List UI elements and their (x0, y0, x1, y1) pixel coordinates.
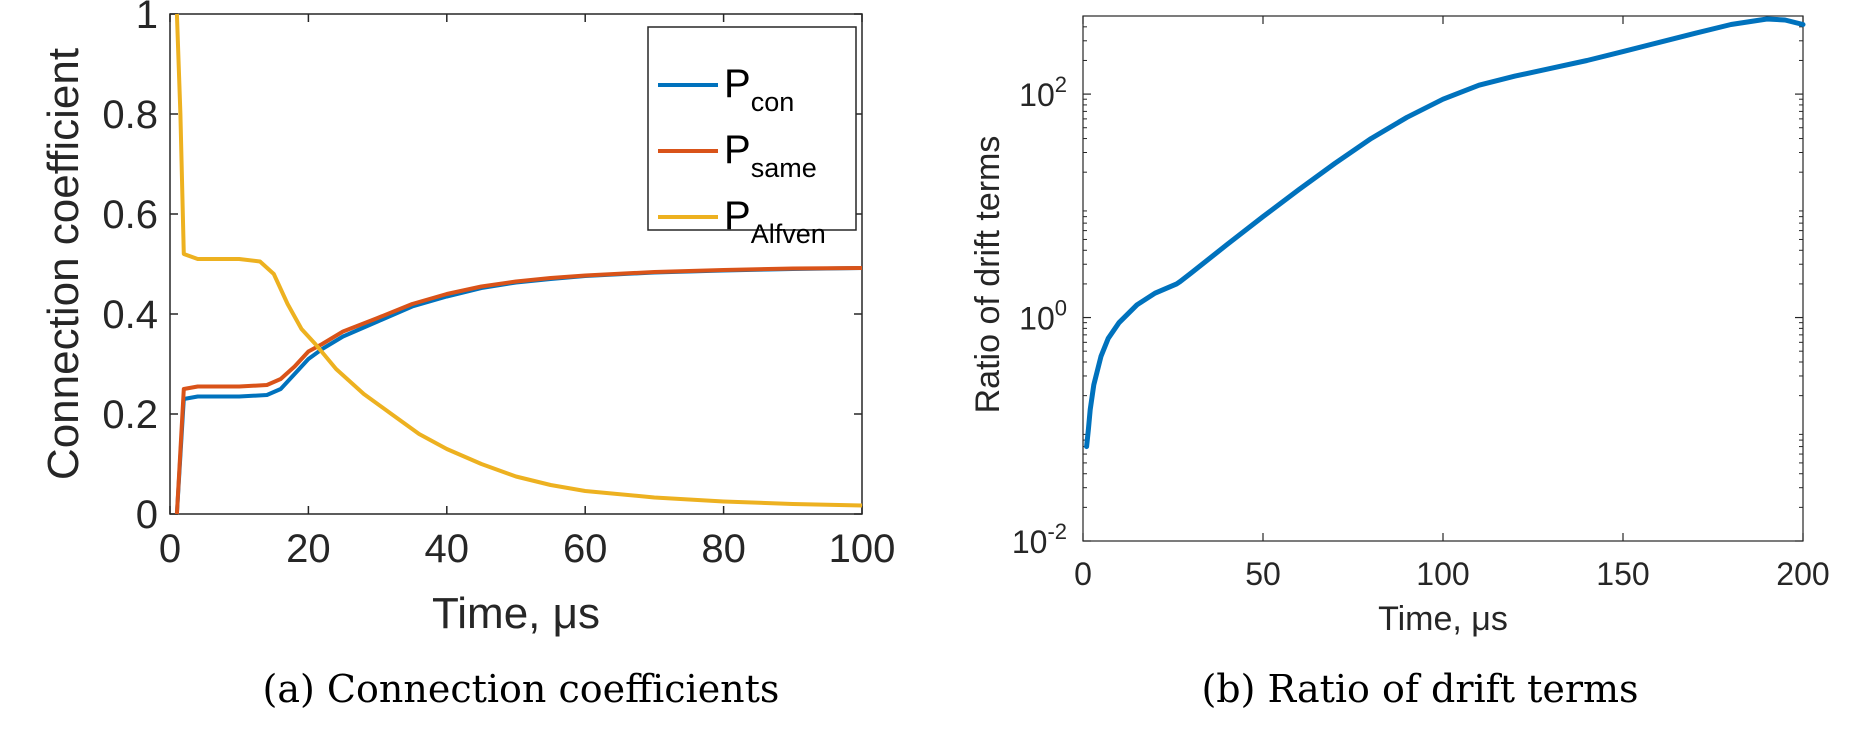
x-axis-label: Time, μs (1378, 600, 1508, 638)
plot-area-frame (1082, 15, 1804, 542)
x-tick-label: 150 (1596, 556, 1649, 592)
y-tick-label: 102 (1019, 72, 1067, 113)
y-tick-label: 100 (1019, 296, 1067, 337)
y-tick-label: 0.2 (102, 393, 158, 437)
y-tick-label: 0.8 (102, 93, 158, 137)
x-tick-label: 80 (701, 527, 746, 571)
y-tick-label: 1 (136, 0, 158, 37)
series-line-alfven (174, 13, 863, 508)
panel-a-connection-coefficients: 0 20 40 60 80 100 0 0.2 0.4 0.6 0.8 1 Time, μs Connec… (39, 0, 895, 711)
x-tick-label: 200 (1776, 556, 1829, 592)
y-tick-label: 0 (136, 493, 158, 537)
y-tick-label: 0.4 (102, 293, 158, 337)
series-line-ratio (1084, 16, 1806, 450)
x-tick-label: 0 (1074, 556, 1092, 592)
y-axis-label: Connection coefficient (39, 48, 88, 480)
x-tick-label: 0 (159, 527, 181, 571)
plot-area-frame (169, 13, 863, 515)
y-tick-label: 10-2 (1012, 519, 1067, 560)
x-tick-label: 50 (1245, 556, 1281, 592)
x-tick-label: 100 (1416, 556, 1469, 592)
panel-b-ratio-of-drift-terms: 0 50 100 150 200 10-2 100 102 Time, μs Ratio of d… (969, 15, 1830, 711)
legend-label-alfven: PAlfven (724, 194, 826, 249)
x-tick-label: 60 (563, 527, 608, 571)
x-axis-label: Time, μs (432, 589, 600, 638)
legend-box (647, 26, 857, 231)
caption: (b) Ratio of drift terms (1201, 667, 1638, 711)
x-tick-label: 100 (829, 527, 896, 571)
series-line-same (174, 266, 863, 515)
x-tick-label: 40 (425, 527, 470, 571)
x-tick-label: 20 (286, 527, 331, 571)
y-tick-label: 0.6 (102, 193, 158, 237)
caption: (a) Connection coefficients (263, 667, 780, 711)
legend-label-same: Psame (724, 128, 817, 183)
legend-label-con: Pcon (724, 62, 794, 117)
y-axis-label: Ratio of drift terms (969, 136, 1007, 414)
